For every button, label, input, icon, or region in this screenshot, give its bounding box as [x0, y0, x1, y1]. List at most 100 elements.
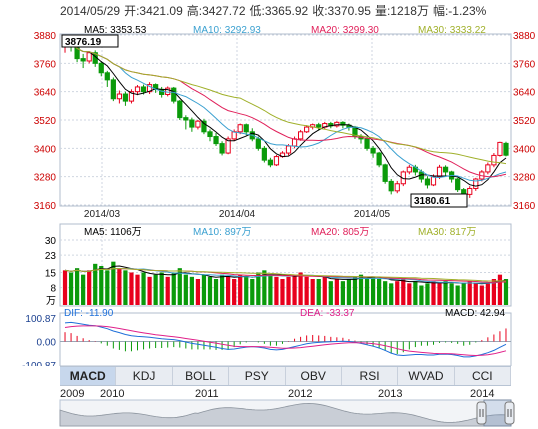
volume-bar [129, 272, 134, 305]
price-ma-legend: MA5: 3353.53 MA10: 3292.93 MA20: 3299.30… [84, 25, 486, 36]
year-label: 2014 [470, 388, 495, 400]
candle-body [497, 141, 503, 156]
volume-bar [274, 276, 279, 305]
year-label: 2013 [378, 388, 403, 400]
volume-bar [286, 276, 291, 305]
candle-body [424, 178, 431, 186]
low-label: 3180.61 [414, 196, 451, 207]
range-navigator[interactable] [0, 398, 538, 429]
candle-body [485, 164, 491, 173]
candle-body [243, 124, 249, 133]
volume-bar [213, 279, 219, 305]
volume-bar [473, 283, 478, 305]
tab-rsi[interactable]: RSI [342, 367, 399, 385]
candle-body [267, 159, 274, 166]
tab-obv[interactable]: OBV [286, 367, 342, 385]
candle-body [140, 86, 147, 93]
tab-boll[interactable]: BOLL [173, 367, 230, 385]
candle-body [442, 166, 449, 173]
candle-body [219, 143, 225, 154]
macd-series [64, 321, 507, 358]
tab-kdj[interactable]: KDJ [116, 367, 173, 385]
volume-bar [141, 272, 146, 305]
stock-chart[interactable]: 3880 3760 3640 3520 3400 3280 3160 3880 3760 364… [0, 0, 538, 366]
volume-bar [68, 272, 74, 305]
volume-ma30-legend: MA30: 817万 [418, 227, 476, 238]
candle-body [98, 62, 104, 74]
candle-body [304, 126, 310, 133]
volume-bar [364, 279, 370, 305]
tab-wvad[interactable]: WVAD [398, 367, 455, 385]
price-ma10-legend: MA10: 3292.93 [193, 25, 261, 36]
volume-bar [407, 283, 412, 305]
volume-tick: 30 [45, 236, 57, 247]
volume-bar [201, 274, 207, 305]
moving-averages [64, 39, 507, 187]
volume-bar [322, 276, 327, 305]
candle-body [491, 154, 497, 166]
candle-body [394, 183, 400, 192]
volume-bar [467, 281, 472, 305]
quote-date: 2014/05/29 [60, 4, 121, 18]
tab-cci[interactable]: CCI [455, 367, 511, 385]
quote-low: 低:3365.92 [249, 4, 309, 18]
high-label: 3876.19 [65, 37, 102, 48]
candle-body [291, 138, 298, 147]
volume-bar [165, 276, 170, 305]
candle-body [128, 91, 135, 102]
volume-bar [232, 279, 237, 305]
price-tick-left: 3280 [34, 173, 57, 184]
candle-body [455, 178, 461, 191]
volume-bar [153, 274, 158, 305]
macd-tick: 0.00 [37, 338, 57, 349]
volume-ma-legend: MA5: 1106万 MA10: 897万 MA20: 805万 MA30: 8… [84, 227, 476, 238]
volume-bar [171, 272, 176, 305]
month-label: 2014/03 [84, 209, 121, 220]
volume-panel[interactable] [59, 223, 512, 307]
candle-body [86, 52, 92, 62]
volume-tick: 8 [50, 284, 56, 295]
volume-bar [87, 270, 92, 305]
price-tick-left: 3880 [34, 31, 57, 42]
quote-close: 收:3370.95 [312, 4, 371, 18]
candle-body [134, 86, 141, 93]
price-tick-left: 3640 [34, 88, 57, 99]
volume-bar [383, 281, 388, 305]
volume-bar [328, 281, 333, 305]
volume-bar [437, 283, 442, 305]
macd-panel[interactable] [59, 312, 512, 366]
volume-bars [62, 261, 509, 305]
tab-psy[interactable]: PSY [229, 367, 286, 385]
candle-body [334, 121, 340, 127]
volume-bar [461, 283, 466, 305]
quote-header: 2014/05/29 开:3421.09 高:3427.72 低:3365.92 收:3… [60, 2, 490, 19]
navigator-left-handle[interactable] [476, 401, 487, 425]
year-label: 2010 [100, 388, 125, 400]
volume-bar [401, 279, 406, 305]
volume-bar [147, 276, 152, 305]
navigator-right-handle[interactable] [504, 401, 515, 425]
volume-bar [256, 272, 261, 305]
volume-bar [485, 283, 490, 305]
candle-body [400, 171, 406, 185]
volume-bar [316, 279, 321, 305]
volume-bar [111, 261, 116, 305]
year-label: 2011 [195, 388, 219, 400]
candle-body [376, 152, 382, 166]
candle-body [116, 93, 122, 100]
price-tick-right: 3880 [513, 31, 536, 42]
candle-body [382, 164, 388, 182]
candle-body [503, 142, 509, 156]
volume-tick: 23 [45, 251, 57, 262]
tab-macd[interactable]: MACD [60, 367, 117, 385]
price-ma30-legend: MA30: 3333.22 [418, 25, 486, 36]
volume-bar [81, 274, 86, 305]
candle-body [171, 87, 177, 102]
candle-body [316, 124, 322, 128]
high-marker: 3876.19 [61, 34, 119, 48]
macd-dif-label: DIF: -11.90 [64, 308, 114, 319]
volume-bar [455, 285, 460, 305]
candle-body [388, 180, 394, 192]
volume-tick: 15 [45, 269, 57, 280]
volume-bar [262, 270, 267, 305]
